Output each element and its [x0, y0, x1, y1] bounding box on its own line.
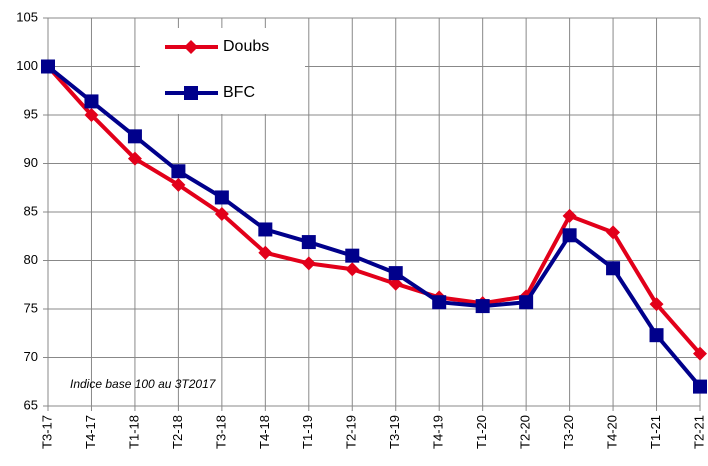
x-tick-label: T4-17 [83, 415, 98, 449]
marker [184, 86, 198, 100]
marker [562, 228, 577, 243]
marker [649, 328, 664, 343]
marker [171, 164, 186, 179]
legend-label: Doubs [223, 38, 269, 55]
x-tick-label: T2-21 [691, 415, 706, 449]
marker [84, 108, 99, 122]
marker [258, 245, 273, 260]
marker [388, 266, 403, 281]
marker [214, 190, 229, 205]
marker [184, 40, 198, 54]
legend: Doubs BFC [140, 28, 305, 114]
x-tick-label: T2-18 [170, 415, 185, 449]
marker [606, 225, 621, 240]
marker [388, 276, 403, 291]
x-tick-label: T3-20 [561, 415, 576, 449]
marker [258, 222, 273, 237]
y-tick-label: 65 [24, 397, 38, 412]
marker [127, 151, 142, 166]
x-tick-label: T1-21 [648, 415, 663, 449]
x-tick-label: T3-17 [39, 415, 54, 449]
y-tick-label: 95 [24, 106, 38, 121]
marker [519, 295, 534, 310]
series-line [46, 65, 702, 355]
marker [301, 256, 316, 271]
marker [649, 297, 664, 312]
x-tick-label: T4-18 [257, 415, 272, 449]
legend-box [140, 28, 305, 114]
grid: 65 70 75 80 85 90 95 100 105 T3-17 T4-17 T1-18 T2-18… [16, 9, 706, 449]
x-tick-label: T1-19 [300, 415, 315, 449]
marker [301, 235, 316, 250]
marker [84, 94, 99, 109]
y-tick-label: 100 [16, 58, 38, 73]
y-tick-label: 90 [24, 155, 38, 170]
marker [345, 262, 360, 277]
marker [693, 379, 707, 394]
marker [171, 177, 186, 192]
x-tick-label: T4-20 [605, 415, 620, 449]
marker [606, 261, 621, 276]
marker [127, 129, 142, 144]
y-tick-label: 80 [24, 252, 38, 267]
legend-label: BFC [223, 84, 255, 101]
marker [432, 295, 447, 310]
y-tick-label: 85 [24, 203, 38, 218]
marker [214, 206, 229, 221]
x-tick-label: T3-19 [387, 415, 402, 449]
x-tick-label: T4-19 [431, 415, 446, 449]
y-tick-label: 105 [16, 9, 38, 24]
x-tick-label: T3-18 [213, 415, 228, 449]
marker [345, 248, 360, 263]
x-tick-label: T2-20 [518, 415, 533, 449]
x-tick-label: T2-19 [344, 415, 359, 449]
marker [41, 59, 55, 74]
y-tick-label: 75 [24, 300, 38, 315]
x-tick-label: T1-18 [126, 415, 141, 449]
annotation: Indice base 100 au 3T2017 [70, 377, 217, 391]
plot [41, 59, 707, 394]
marker [693, 346, 707, 361]
x-tick-label: T1-20 [474, 415, 489, 449]
marker [562, 208, 577, 223]
y-tick-label: 70 [24, 349, 38, 364]
series-line [46, 64, 702, 388]
marker [475, 299, 490, 314]
